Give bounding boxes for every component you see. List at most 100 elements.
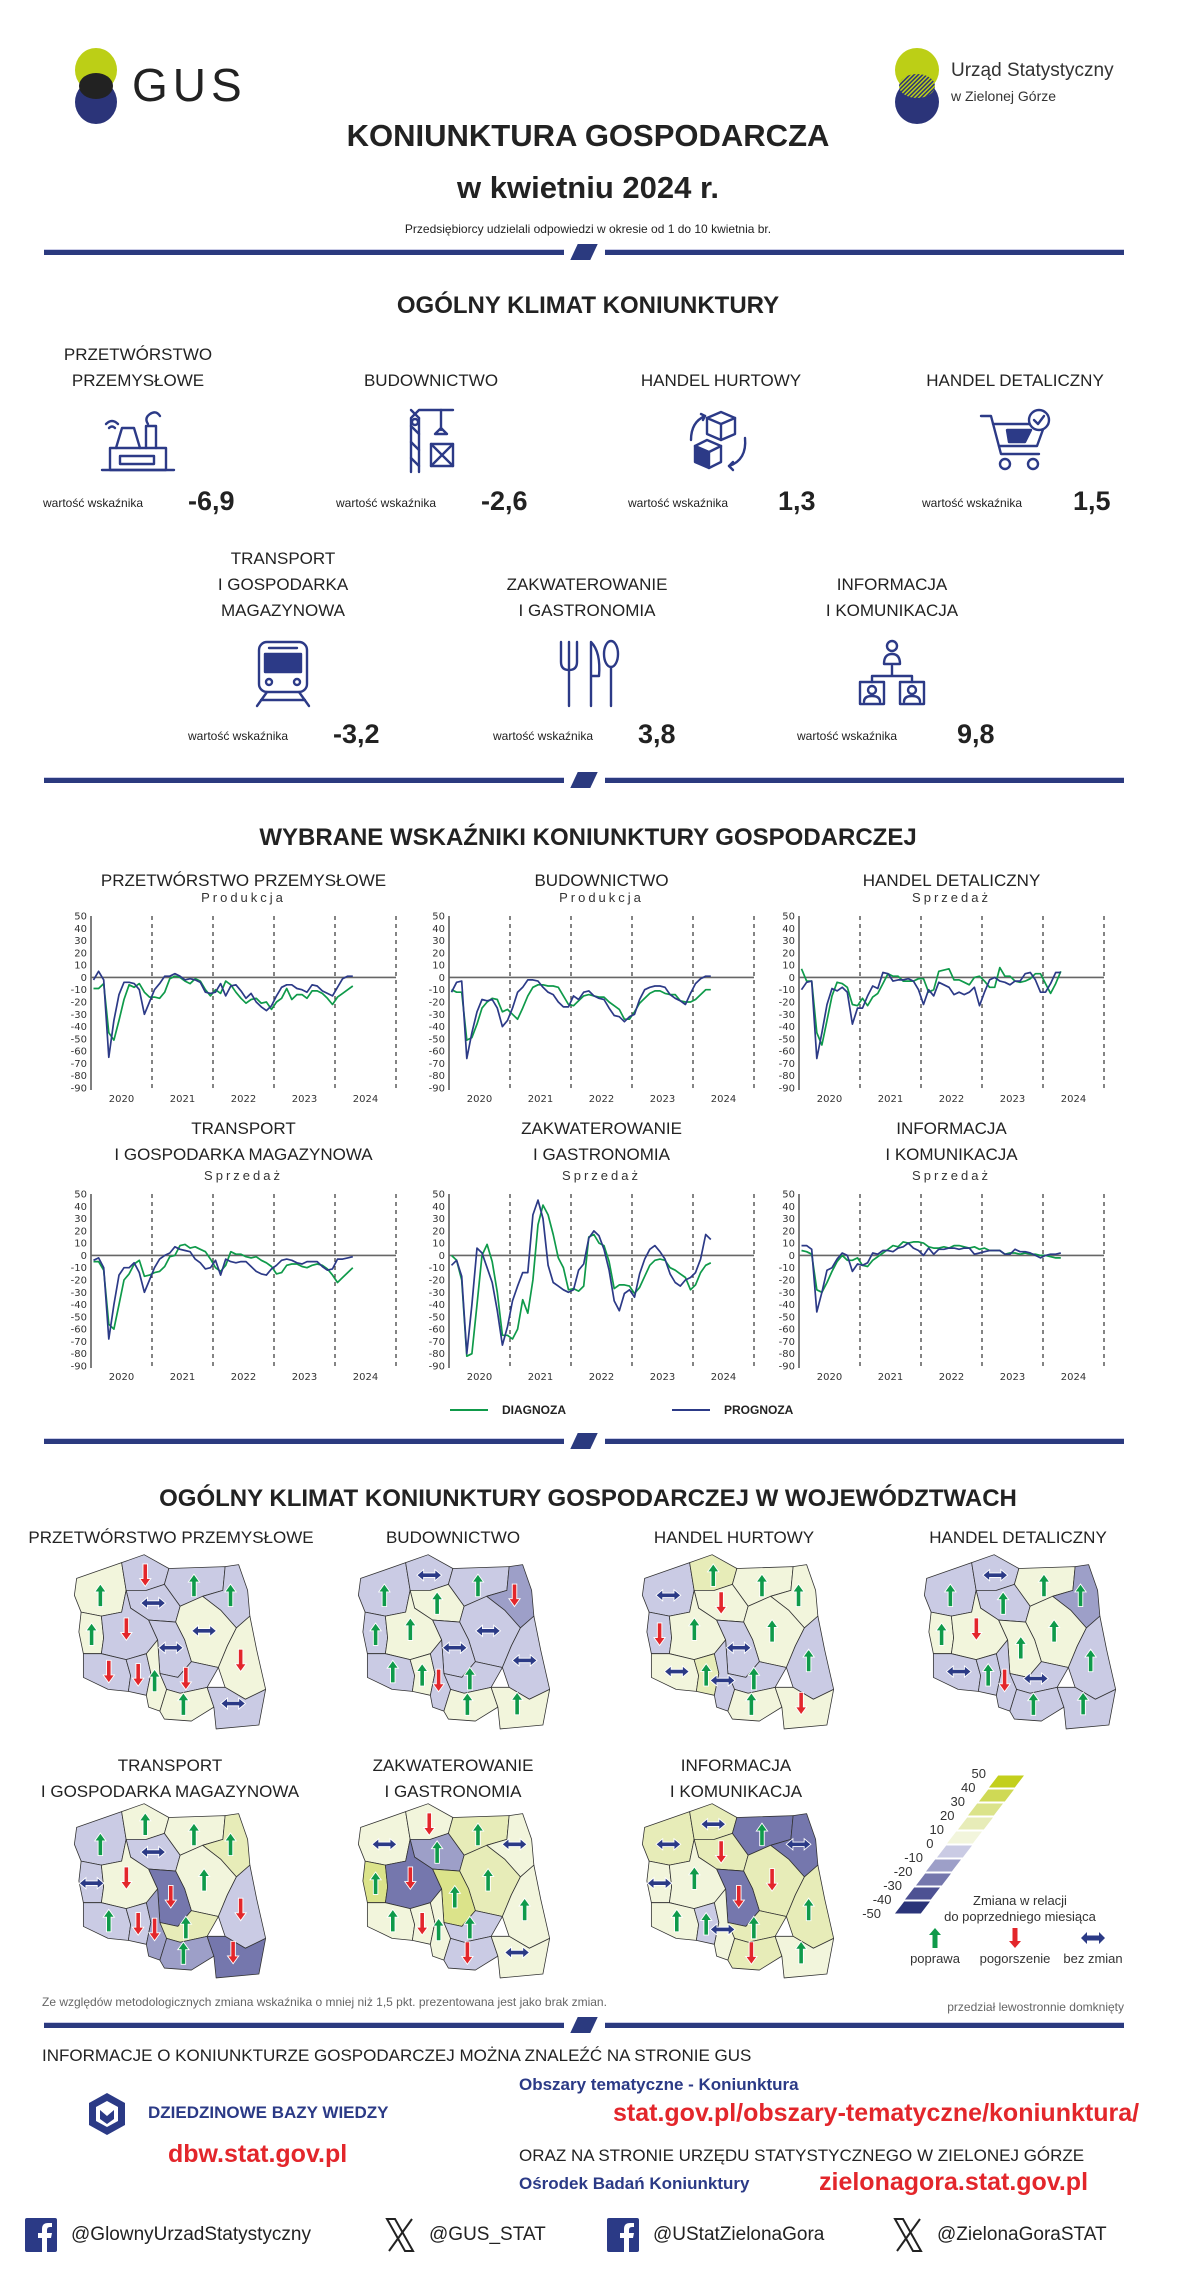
series-diagnoza-line <box>801 1241 1061 1294</box>
section-divider <box>44 1433 1124 1449</box>
arrow-down-icon <box>714 1591 728 1616</box>
x-tick-label: 2022 <box>231 1094 256 1105</box>
region-pk <box>490 1935 551 1979</box>
chart-title-line: PRZETWÓRSTWO PRZEMYSŁOWE <box>100 871 387 890</box>
topics-url-link[interactable]: stat.gov.pl/obszary-tematyczne/koniunktu… <box>613 2099 1140 2127</box>
y-tick-label: -10 <box>429 1263 445 1274</box>
arrow-up-icon <box>802 1648 816 1673</box>
indicator-value: 3,8 <box>638 719 676 749</box>
arrow-up-icon <box>403 1617 417 1641</box>
y-tick-label: 30 <box>782 1214 795 1225</box>
topics-link-label[interactable]: Obszary tematyczne - Koniunktura <box>519 2075 799 2094</box>
region-ma <box>1009 1686 1065 1722</box>
legend-nochange-label: bez zmian <box>1063 1951 1123 1966</box>
x-tick-label: 2022 <box>589 1094 614 1105</box>
scale-band <box>976 1789 1015 1803</box>
map-title: INFORMACJA I KOMUNIKACJA <box>670 1753 802 1805</box>
chart-subtitle: Produkcja <box>201 890 286 905</box>
y-tick-label: -10 <box>779 985 795 996</box>
region-pk <box>1056 1686 1117 1730</box>
region-ma <box>443 1686 499 1722</box>
arrow-both-icon <box>655 1837 682 1851</box>
office-logo-line1: Urząd Statystyczny <box>951 60 1114 81</box>
arrow-both-icon <box>646 1876 673 1890</box>
y-tick-label: -20 <box>429 998 445 1009</box>
dbw-url-link[interactable]: dbw.stat.gov.pl <box>168 2140 348 2168</box>
office-url-link[interactable]: zielonagora.stat.gov.pl <box>819 2168 1089 2196</box>
office-link-label[interactable]: Ośrodek Badań Koniunktury <box>519 2174 750 2193</box>
arrow-up-icon <box>687 1617 701 1641</box>
y-tick-label: 50 <box>74 912 87 923</box>
x-tick-label: 2022 <box>939 1372 964 1383</box>
poland-map <box>73 1554 267 1730</box>
arrow-up-icon <box>224 1832 238 1856</box>
x-tick-label: 2021 <box>528 1094 553 1105</box>
chart-subtitle: Produkcja <box>559 890 644 905</box>
x-tick-label: 2023 <box>650 1094 675 1105</box>
dbw-link-label[interactable]: DZIEDZINOWE BAZY WIEDZY <box>148 2103 389 2122</box>
x-tick-label: 2020 <box>467 1372 492 1383</box>
y-tick-label: 10 <box>74 961 87 972</box>
indicator-value: -6,9 <box>188 486 235 516</box>
scale-band <box>934 1845 973 1859</box>
arrow-up-icon <box>386 1908 400 1933</box>
x-tick-label: 2024 <box>711 1094 736 1105</box>
arrow-up-icon <box>996 1591 1010 1615</box>
y-tick-label: 40 <box>74 1202 87 1213</box>
shopping-cart-icon <box>979 408 1051 471</box>
y-tick-label: -80 <box>429 1349 445 1360</box>
arrow-both-icon <box>709 1922 736 1937</box>
map-title: ZAKWATEROWANIE I GASTRONOMIA <box>373 1753 534 1805</box>
social-facebook-gus[interactable]: @GlownyUrzadStatystyczny <box>25 2218 311 2252</box>
arrow-up-icon <box>377 1583 391 1607</box>
scale-label: -50 <box>862 1906 881 1921</box>
y-tick-label: 50 <box>74 1190 87 1201</box>
arrow-both-icon <box>504 1945 531 1960</box>
arrow-down-icon <box>234 1648 248 1673</box>
arrow-down-icon <box>234 1897 248 1922</box>
legend-worsen-label: pogorszenie <box>979 1951 1051 1966</box>
x-tick-label: 2023 <box>1000 1094 1025 1105</box>
social-facebook-office[interactable]: @UStatZielonaGora <box>607 2218 824 2252</box>
series-diagnoza-line <box>93 1243 354 1330</box>
chart-title-line: I GOSPODARKA MAGAZYNOWA <box>114 1145 373 1164</box>
y-tick-label: 50 <box>782 912 795 923</box>
network-people-icon <box>858 639 926 706</box>
social-x-office[interactable]: @ZielonaGoraSTAT <box>893 2218 1107 2252</box>
chart-title: BUDOWNICTWO <box>534 868 668 894</box>
arrow-up-icon <box>93 1832 107 1856</box>
y-tick-label: -50 <box>71 1312 87 1323</box>
y-tick-label: -50 <box>779 1034 795 1045</box>
chart-title: ZAKWATEROWANIE I GASTRONOMIA <box>521 1116 682 1168</box>
y-tick-label: -90 <box>779 1084 795 1095</box>
x-tick-label: 2023 <box>292 1094 317 1105</box>
boxes-icon <box>689 410 747 472</box>
arrow-up-icon <box>432 1917 446 1942</box>
y-tick-label: 50 <box>432 912 445 923</box>
region-ma <box>727 1935 783 1971</box>
arrow-up-icon <box>794 1940 808 1965</box>
arrow-up-icon <box>85 1622 99 1646</box>
x-tick-label: 2020 <box>109 1372 134 1383</box>
arrow-both-icon <box>220 1696 247 1711</box>
y-tick-label: -80 <box>429 1071 445 1082</box>
social-x-gus[interactable]: @GUS_STAT <box>385 2218 546 2252</box>
arrow-up-icon <box>744 1692 758 1716</box>
arrow-down-icon <box>422 1812 436 1837</box>
poland-map <box>357 1554 551 1730</box>
arrow-down-icon <box>653 1622 667 1647</box>
arrow-both-icon <box>475 1624 502 1638</box>
arrow-up-icon <box>176 1692 190 1716</box>
y-tick-label: -80 <box>779 1071 795 1082</box>
arrow-up-icon <box>369 1871 383 1895</box>
y-tick-label: -70 <box>779 1059 795 1070</box>
region-ma <box>727 1686 783 1722</box>
dbw-logo-icon <box>89 2093 125 2135</box>
arrow-up-icon <box>430 1591 444 1615</box>
arrow-both-icon <box>700 1817 727 1831</box>
sector-name: TRANSPORT I GOSPODARKA MAGAZYNOWA <box>218 546 348 624</box>
gus-logo-circles-icon <box>75 48 117 124</box>
indicator-value: 9,8 <box>957 719 995 749</box>
arrow-both-icon <box>709 1673 736 1688</box>
x-icon <box>893 2218 923 2252</box>
